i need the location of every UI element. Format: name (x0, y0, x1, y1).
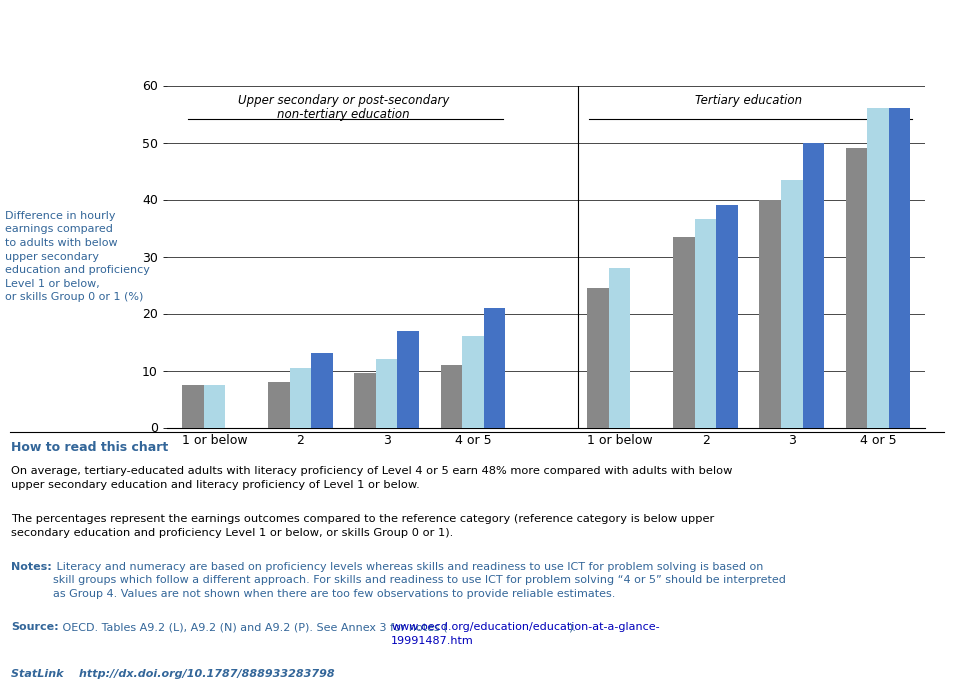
Text: non-tertiary education: non-tertiary education (277, 108, 410, 121)
Bar (716, 205, 738, 428)
Bar (375, 359, 397, 428)
Text: Literacy and numeracy are based on proficiency levels whereas skills and readine: Literacy and numeracy are based on profi… (53, 562, 785, 598)
Text: Difference in hourly
earnings compared
to adults with below
upper secondary
educ: Difference in hourly earnings compared t… (5, 211, 150, 302)
Text: ).: ). (567, 622, 575, 633)
Bar (440, 365, 461, 428)
Bar (203, 384, 225, 428)
Bar (801, 142, 823, 428)
Bar (866, 108, 888, 428)
Bar (483, 308, 505, 428)
Bar (844, 148, 866, 428)
Text: The percentages represent the earnings outcomes compared to the reference catego: The percentages represent the earnings o… (11, 514, 714, 538)
Bar (354, 373, 375, 428)
Bar (268, 382, 290, 428)
Bar (311, 354, 333, 428)
Bar (694, 220, 716, 428)
Bar (759, 200, 781, 428)
Text: OECD. Tables A9.2 (L), A9.2 (N) and A9.2 (P). See Annex 3 for notes (: OECD. Tables A9.2 (L), A9.2 (N) and A9.2… (59, 622, 447, 633)
Text: How to read this chart: How to read this chart (11, 441, 169, 454)
Bar (673, 237, 694, 428)
Bar (608, 268, 630, 428)
Text: Tertiary education: Tertiary education (695, 94, 801, 107)
Bar (888, 108, 909, 428)
Bar (461, 337, 483, 428)
Text: On average, tertiary-educated adults with literacy proficiency of Level 4 or 5 e: On average, tertiary-educated adults wit… (11, 466, 732, 490)
Text: www.oecd.org/education/education-at-a-glance-
19991487.htm: www.oecd.org/education/education-at-a-gl… (391, 622, 659, 646)
Bar (290, 368, 311, 428)
Bar (182, 384, 203, 428)
Text: StatLink    http://dx.doi.org/10.1787/888933283798: StatLink http://dx.doi.org/10.1787/88893… (11, 669, 335, 679)
Bar (781, 179, 801, 428)
Bar (397, 330, 418, 428)
Text: Source:: Source: (11, 622, 59, 633)
Text: Upper secondary or post-secondary: Upper secondary or post-secondary (237, 94, 449, 107)
Bar (586, 288, 608, 428)
Text: Notes:: Notes: (11, 562, 52, 573)
